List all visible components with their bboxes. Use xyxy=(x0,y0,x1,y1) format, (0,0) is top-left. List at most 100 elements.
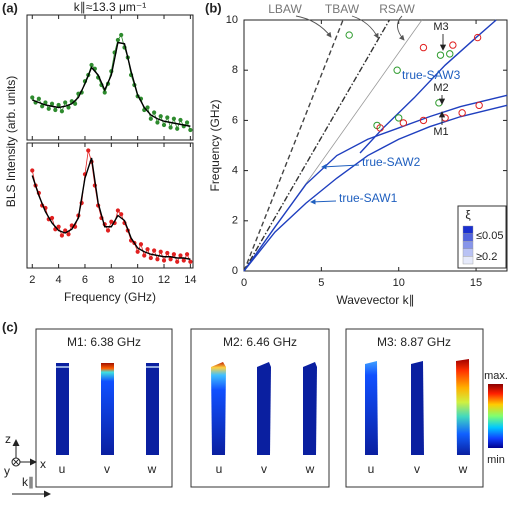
mode-shape xyxy=(56,366,69,368)
series-line xyxy=(243,19,344,272)
data-point xyxy=(178,117,183,123)
data-point xyxy=(175,126,180,131)
panel-label: (b) xyxy=(205,0,222,15)
x-tick-label: 5 xyxy=(318,277,324,289)
data-point xyxy=(168,257,173,262)
data-point xyxy=(158,249,163,254)
series-label: true-SAW1 xyxy=(339,191,398,205)
x-tick-label: 6 xyxy=(82,274,88,286)
data-point xyxy=(66,232,71,237)
data-point xyxy=(56,102,61,108)
x-tick-label: 10 xyxy=(132,274,144,286)
mode-box: M2: 6.46 GHz u v w xyxy=(190,328,330,488)
mode-shape xyxy=(411,361,424,455)
plot-frame xyxy=(243,19,508,272)
data-point xyxy=(53,107,58,113)
data-point xyxy=(441,114,449,122)
data-point xyxy=(168,125,173,130)
data-point xyxy=(181,258,186,263)
component-label: v xyxy=(261,462,267,476)
chart: 2 4 6 8 10 12 14 Frequency (GHz) xyxy=(26,142,196,304)
series-label: true-SAW2 xyxy=(362,155,421,169)
data-point xyxy=(435,99,443,107)
plot-frame xyxy=(26,14,194,141)
box-frame xyxy=(35,328,173,488)
y-tick-label: 6 xyxy=(232,114,238,126)
label-arrow xyxy=(295,15,332,38)
mode-annotation: M1 xyxy=(433,126,448,138)
mode-shape xyxy=(456,359,470,455)
data-point xyxy=(63,100,68,105)
data-point xyxy=(105,228,111,233)
x-axis-label: Wavevector k∥ xyxy=(336,293,414,307)
box-frame xyxy=(190,328,330,488)
data-point xyxy=(148,255,153,261)
y-tick-label: 4 xyxy=(232,165,238,177)
data-point xyxy=(436,51,445,59)
x-tick-label: 15 xyxy=(470,277,482,289)
data-point xyxy=(56,224,61,229)
component-label: w xyxy=(305,462,315,476)
x-tick-label: 2 xyxy=(29,274,35,286)
data-point xyxy=(165,115,170,120)
label-arrow xyxy=(351,15,379,39)
axis-out-of-plane xyxy=(12,458,20,466)
box-frame xyxy=(345,328,484,488)
data-point xyxy=(158,114,163,119)
axis-name: x xyxy=(40,457,46,471)
y-tick-label: 0 xyxy=(232,265,238,277)
x-tick-label: 14 xyxy=(184,274,196,286)
component-label: w xyxy=(458,462,468,476)
panel-label: (c) xyxy=(2,319,18,334)
mode-annotation: M2 xyxy=(433,82,448,94)
data-point xyxy=(152,248,157,253)
data-point xyxy=(175,259,180,264)
data-point xyxy=(473,33,482,42)
x-tick-label: 0 xyxy=(241,277,247,289)
series-label: true-SAW3 xyxy=(402,68,461,82)
series-label: TBAW xyxy=(325,2,360,16)
label-arrow xyxy=(397,15,405,41)
data-point xyxy=(449,41,457,49)
data-point xyxy=(376,124,384,132)
data-point xyxy=(145,247,150,252)
chart: k∥≈13.3 μm⁻¹ BLS Intensity (arb. units) xyxy=(4,0,194,207)
data-point xyxy=(152,110,157,115)
component-label: w xyxy=(147,462,157,476)
data-point xyxy=(171,252,176,257)
data-point xyxy=(86,148,91,153)
series-line xyxy=(32,41,191,127)
data-point xyxy=(165,250,170,256)
data-point xyxy=(40,104,45,109)
y-tick-label: 8 xyxy=(232,64,238,76)
coordinate-axes: z y x k∥ xyxy=(4,432,51,498)
data-point xyxy=(135,249,140,254)
data-point xyxy=(145,105,150,110)
data-point xyxy=(89,62,94,68)
data-point xyxy=(161,122,167,128)
data-point xyxy=(115,37,121,43)
data-point xyxy=(72,101,78,106)
x-axis-label: Frequency (GHz) xyxy=(64,290,156,304)
series-line xyxy=(243,19,391,272)
component-label: u xyxy=(368,462,375,476)
label-arrow xyxy=(321,164,360,170)
label-arrow xyxy=(310,199,337,205)
mode-shape xyxy=(211,362,226,455)
series-line xyxy=(31,157,191,260)
mode-title: M1: 6.38 GHz xyxy=(67,335,141,349)
data-point xyxy=(142,253,147,258)
data-point xyxy=(49,215,55,221)
data-point xyxy=(161,258,167,263)
data-point xyxy=(148,116,153,121)
y-axis-label: Frequency (GHz) xyxy=(208,99,222,191)
series-label: LBAW xyxy=(268,2,302,16)
component-label: v xyxy=(414,462,420,476)
chart-title: k∥≈13.3 μm⁻¹ xyxy=(74,0,147,14)
x-tick-label: 10 xyxy=(393,277,405,289)
data-point xyxy=(43,100,48,105)
data-point xyxy=(30,95,35,100)
data-point xyxy=(30,168,35,173)
axis-name: y xyxy=(4,464,10,478)
